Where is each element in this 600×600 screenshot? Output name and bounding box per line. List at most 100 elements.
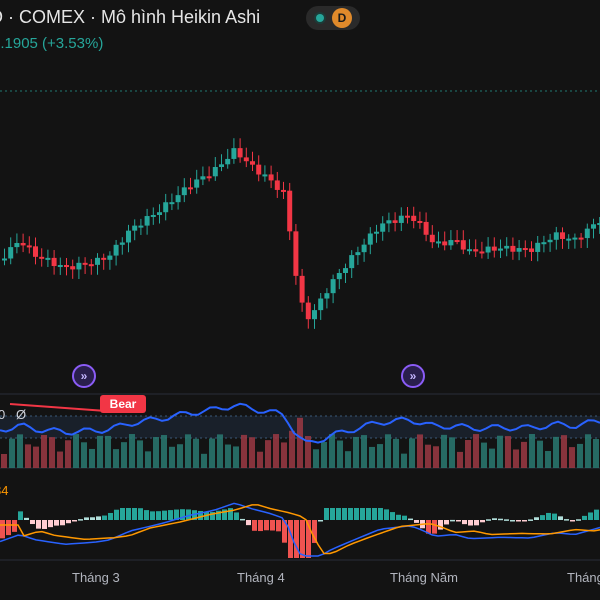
- macd-bar: [192, 510, 197, 520]
- macd-bar: [324, 508, 329, 520]
- macd-bar: [150, 511, 155, 520]
- macd-bar: [540, 515, 545, 520]
- candle-body: [256, 164, 262, 175]
- candle-body: [287, 190, 293, 232]
- macd-bar: [552, 513, 557, 520]
- macd-bar: [354, 508, 359, 520]
- macd-bar: [570, 520, 575, 522]
- candle-body: [423, 221, 429, 235]
- indicator-bar: [241, 434, 247, 468]
- indicator-bar: [73, 434, 79, 468]
- indicator-bar: [313, 449, 319, 468]
- candle-body: [361, 244, 367, 253]
- macd-bar: [432, 520, 437, 534]
- indicator-bar: [521, 441, 527, 468]
- candle-body: [45, 257, 51, 260]
- candle-body: [126, 230, 131, 243]
- indicator-bar: [9, 438, 15, 468]
- macd-bar: [54, 520, 59, 526]
- macd-bar: [438, 520, 443, 530]
- candle-body: [57, 265, 63, 268]
- candle-body: [429, 234, 435, 243]
- indicator-zero-label: Ø: [16, 407, 27, 422]
- macd-bar: [282, 520, 287, 543]
- macd-bar: [558, 516, 563, 520]
- candle-body: [175, 195, 181, 203]
- candle-body: [14, 243, 20, 248]
- indicator-bar: [401, 453, 407, 468]
- event-arrow-icon[interactable]: »: [72, 364, 96, 388]
- macd-bar: [186, 509, 191, 520]
- macd-histogram: [0, 508, 599, 558]
- macd-bar: [444, 520, 449, 525]
- macd-bar: [120, 508, 125, 520]
- indicator-bar: [249, 437, 255, 468]
- indicator-bar: [81, 442, 87, 468]
- candle-body: [88, 264, 94, 267]
- candle-body: [448, 240, 454, 246]
- indicator-bar: [489, 448, 495, 468]
- macd-bar: [480, 520, 485, 523]
- macd-bar: [510, 520, 515, 522]
- indicator-bar: [345, 451, 351, 468]
- indicator-bar: [193, 438, 199, 468]
- indicator-bar: [1, 454, 7, 468]
- symbol-title[interactable]: D · COMEX · Mô hình Heikin Ashi: [0, 7, 261, 27]
- macd-bar: [210, 512, 215, 520]
- candle-body: [411, 215, 417, 221]
- indicator-bar: [593, 438, 599, 468]
- candle-body: [231, 148, 237, 159]
- macd-bar: [300, 520, 305, 558]
- macd-bar: [174, 509, 179, 520]
- macd-bar: [288, 520, 293, 558]
- indicator-bar: [265, 440, 271, 468]
- market-status-pill[interactable]: D: [306, 6, 360, 30]
- macd-bar: [96, 516, 101, 520]
- indicator-bar: [25, 444, 31, 468]
- event-arrow-icon[interactable]: »: [401, 364, 425, 388]
- indicator-bar: [89, 448, 95, 468]
- candle-body: [386, 220, 392, 224]
- status-dot-icon: [316, 14, 324, 22]
- candle-body: [169, 202, 175, 205]
- candle-body: [262, 174, 268, 177]
- indicator-bar: [321, 442, 327, 468]
- macd-bar: [276, 520, 281, 532]
- candle-body: [101, 257, 107, 260]
- candle-body: [522, 248, 528, 251]
- indicator-bar: [585, 434, 591, 468]
- indicator-bar: [369, 446, 375, 468]
- macd-bar: [306, 520, 311, 558]
- candle-body: [392, 220, 398, 223]
- macd-bar: [294, 520, 299, 558]
- indicator-bar: [545, 451, 551, 468]
- candle-body: [566, 238, 572, 241]
- macd-bar: [66, 520, 71, 524]
- macd-bar: [498, 518, 503, 521]
- macd-bar: [264, 520, 269, 531]
- x-axis-label: Tháng: [567, 570, 600, 585]
- macd-bar: [372, 508, 377, 520]
- macd-bar: [348, 508, 353, 520]
- macd-bar: [360, 508, 365, 520]
- macd-bar: [594, 509, 599, 520]
- macd-bar: [0, 520, 5, 539]
- macd-bar: [234, 512, 239, 520]
- indicator-bar: [561, 435, 567, 468]
- macd-bar: [516, 520, 521, 522]
- candle-body: [380, 223, 386, 232]
- candle-body: [355, 252, 361, 256]
- indicator-bar: [377, 444, 383, 468]
- candle-body: [82, 262, 88, 265]
- macd-bar: [426, 520, 431, 534]
- indicator-bar: [113, 449, 119, 468]
- macd-bar: [168, 510, 173, 520]
- indicator-bar: [153, 437, 159, 468]
- candle-body: [578, 237, 584, 240]
- bear-label: Bear: [100, 395, 146, 413]
- macd-bar: [522, 520, 527, 522]
- chart-header: D · COMEX · Mô hình Heikin Ashi D 1.1905…: [0, 0, 600, 58]
- indicator-bar: [145, 451, 151, 468]
- macd-value-label: 84: [0, 483, 9, 498]
